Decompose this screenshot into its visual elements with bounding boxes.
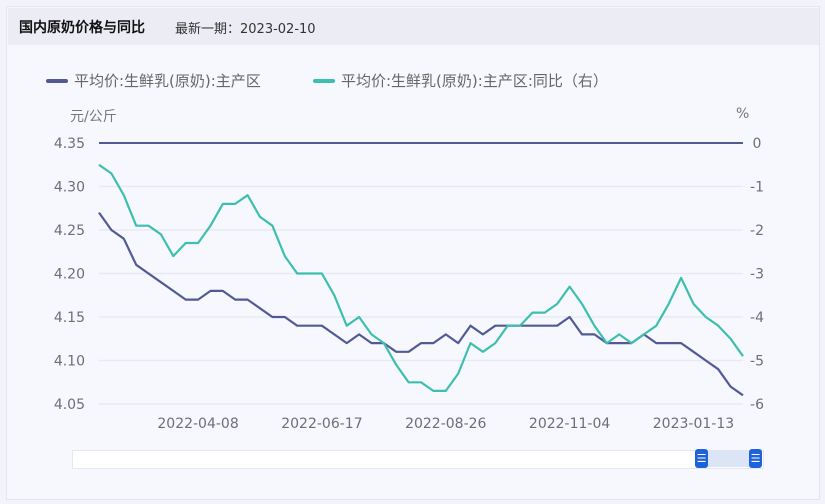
right-tick-label: -3 <box>750 267 764 283</box>
yoy-series-line <box>98 163 744 392</box>
legend-label: 平均价:生鲜乳(原奶):主产区 <box>74 72 261 90</box>
left-tick-label: 4.20 <box>54 267 85 283</box>
right-tick-label: -2 <box>750 223 764 239</box>
left-tick-label: 4.35 <box>54 136 85 152</box>
x-tick-label: 2023-01-13 <box>653 416 734 432</box>
right-tick-label: -6 <box>750 397 764 413</box>
left-tick-label: 4.10 <box>54 354 85 370</box>
x-tick-label: 2022-06-17 <box>281 416 362 432</box>
left-tick-label: 4.15 <box>54 310 85 326</box>
legend-label: 平均价:生鲜乳(原奶):主产区:同比（右） <box>341 72 608 90</box>
left-axis-unit: 元/公斤 <box>70 109 117 125</box>
latest-period: 最新一期：2023-02-10 <box>175 22 316 37</box>
legend-swatch <box>46 78 68 83</box>
right-tick-label: -5 <box>750 354 764 370</box>
left-tick-label: 4.25 <box>54 223 85 239</box>
legend-item-price[interactable]: 平均价:生鲜乳(原奶):主产区 <box>46 70 261 91</box>
x-tick-label: 2022-08-26 <box>405 416 486 432</box>
price-series-line <box>98 211 744 397</box>
right-tick-label: -1 <box>750 180 764 196</box>
right-axis-unit: % <box>736 106 750 122</box>
legend-swatch <box>313 78 335 83</box>
left-tick-label: 4.05 <box>54 397 85 413</box>
left-tick-label: 4.30 <box>54 180 85 196</box>
x-tick-label: 2022-11-04 <box>529 416 610 432</box>
chart-card <box>6 6 820 500</box>
right-tick-label: 0 <box>753 136 762 152</box>
x-tick-label: 2022-04-08 <box>157 416 238 432</box>
datazoom-handle-right[interactable]: ☰ <box>749 449 762 468</box>
datazoom-slider[interactable] <box>72 450 764 469</box>
legend-item-yoy[interactable]: 平均价:生鲜乳(原奶):主产区:同比（右） <box>313 70 608 91</box>
datazoom-handle-left[interactable]: ☰ <box>695 449 708 468</box>
datazoom-selection[interactable] <box>701 450 756 467</box>
chart-title: 国内原奶价格与同比 <box>19 20 145 36</box>
right-tick-label: -4 <box>750 310 764 326</box>
card-header <box>8 8 819 45</box>
